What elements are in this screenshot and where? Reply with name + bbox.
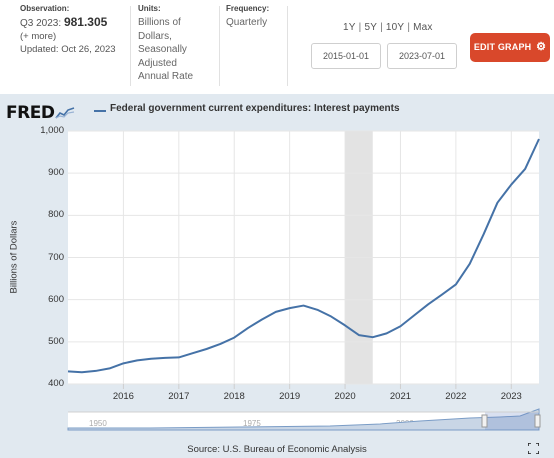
- x-tick-label: 2022: [445, 391, 467, 402]
- series-info-bar: Observation: Q3 2023: 981.305 (+ more) U…: [0, 0, 554, 94]
- divider: [287, 6, 288, 86]
- units-label: Units:: [138, 4, 161, 13]
- navigator-label: 2000: [396, 419, 414, 428]
- divider: [130, 6, 131, 86]
- x-tick-label: 2021: [389, 391, 412, 402]
- fred-spark-icon: [55, 107, 75, 119]
- chart-title: Federal government current expenditures:…: [110, 103, 400, 114]
- x-tick-label: 2019: [279, 391, 301, 402]
- gear-icon: ⚙: [536, 41, 547, 53]
- separator: |: [407, 22, 411, 33]
- units-line: Billions of: [138, 17, 181, 28]
- observation-row: Q3 2023: 981.305: [20, 16, 125, 30]
- separator: |: [358, 22, 362, 33]
- y-tick-label: 400: [48, 378, 64, 389]
- observation-period: Q3 2023:: [20, 18, 62, 29]
- y-tick-label: 1,000: [40, 125, 64, 136]
- source-note: Source: U.S. Bureau of Economic Analysis: [0, 444, 554, 455]
- fred-logo-text: FRED: [6, 103, 55, 123]
- observation-label: Observation:: [20, 4, 70, 13]
- observation-value: 981.305: [63, 15, 108, 29]
- separator: |: [380, 22, 383, 33]
- fred-logo: FRED: [6, 103, 75, 123]
- date-range-links: 1Y | 5Y | 10Y | Max: [343, 22, 433, 33]
- x-tick-label: 2023: [500, 391, 522, 402]
- units-line: Adjusted: [138, 57, 177, 69]
- x-tick-label: 2017: [168, 391, 190, 402]
- end-date-input[interactable]: 2023-07-01: [387, 43, 457, 69]
- range-5y-link[interactable]: 5Y: [364, 22, 378, 33]
- frequency-label: Frequency:: [226, 4, 270, 13]
- frequency-block: Frequency: Quarterly: [226, 4, 286, 30]
- series-line: [67, 138, 540, 374]
- x-tick-label: 2020: [334, 391, 356, 402]
- navigator-label: 1975: [243, 419, 261, 428]
- range-10y-link[interactable]: 10Y: [385, 22, 405, 33]
- y-tick-label: 500: [48, 335, 64, 347]
- y-tick-label: 700: [48, 251, 64, 263]
- navigator-label: 1950: [89, 419, 107, 428]
- observation-block: Observation: Q3 2023: 981.305 (+ more) U…: [20, 4, 125, 56]
- start-date-input[interactable]: 2015-01-01: [311, 43, 381, 69]
- range-navigator[interactable]: [68, 412, 539, 430]
- series-legend-line: [94, 110, 106, 112]
- divider: [219, 6, 220, 86]
- units-line: Annual Rate: [138, 71, 194, 82]
- more-observations-link[interactable]: (+ more): [20, 31, 57, 42]
- x-tick-label: 2018: [223, 391, 245, 402]
- fullscreen-icon[interactable]: [528, 443, 539, 454]
- y-tick-label: 900: [48, 167, 64, 179]
- frequency-value: Quarterly: [226, 17, 268, 28]
- units-line: Seasonally: [138, 44, 187, 55]
- range-1y-link[interactable]: 1Y: [343, 22, 356, 33]
- units-block: Units: Billions of Dollars, Seasonally A…: [138, 4, 218, 84]
- y-tick-label: 600: [48, 293, 64, 305]
- y-tick-label: 800: [48, 209, 64, 221]
- range-max-link[interactable]: Max: [413, 22, 433, 33]
- units-line: Dollars,: [138, 30, 172, 42]
- edit-graph-button[interactable]: EDIT GRAPH ⚙: [470, 33, 550, 62]
- edit-graph-label: EDIT GRAPH: [473, 42, 532, 52]
- updated-date: Updated: Oct 26, 2023: [20, 44, 116, 55]
- x-tick-label: 2016: [112, 391, 134, 402]
- source-text: Source: U.S. Bureau of Economic Analysis: [187, 444, 367, 455]
